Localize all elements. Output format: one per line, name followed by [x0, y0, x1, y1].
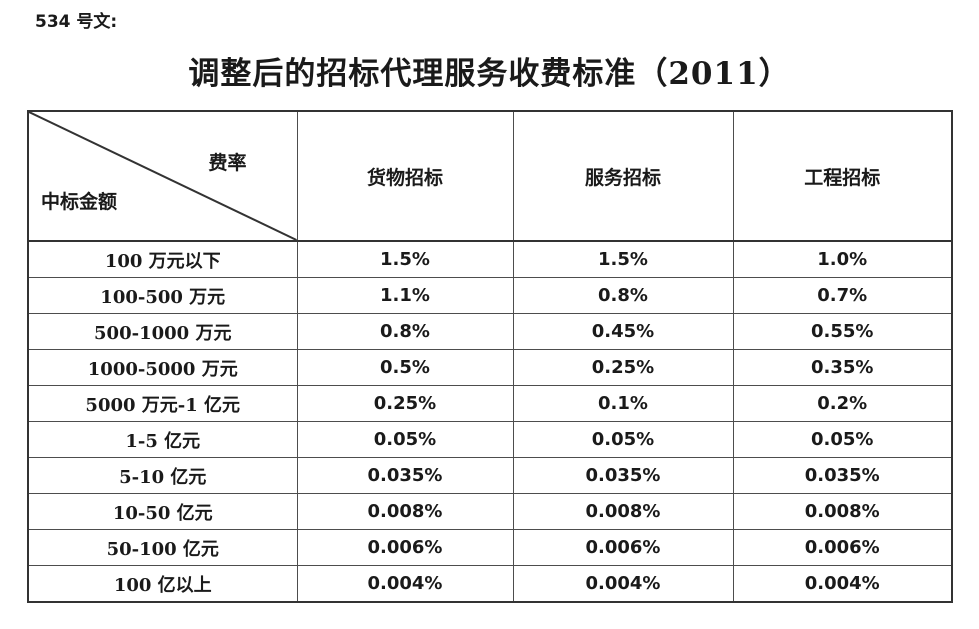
fee-value: 0.006%: [296, 529, 514, 566]
table-row: 1-5 亿元 0.05% 0.05% 0.05%: [27, 421, 953, 458]
row-label: 100 亿以上: [27, 565, 298, 603]
fee-value: 0.8%: [512, 277, 734, 314]
diagonal-divider-line: [29, 112, 297, 240]
fee-rate-table: 费率 中标金额 货物招标 服务招标 工程招标 100 万元以下 1.5% 1.5…: [27, 110, 953, 603]
fee-value: 0.008%: [296, 493, 514, 530]
fee-value: 0.7%: [732, 277, 953, 314]
fee-value: 0.05%: [512, 421, 734, 458]
table-row: 100 万元以下 1.5% 1.5% 1.0%: [27, 240, 953, 278]
row-label: 50-100 亿元: [27, 529, 298, 566]
fee-value: 0.55%: [732, 313, 953, 350]
table-row: 100 亿以上 0.004% 0.004% 0.004%: [27, 565, 953, 603]
fee-value: 0.006%: [732, 529, 953, 566]
fee-value: 0.008%: [512, 493, 734, 530]
fee-value: 1.5%: [296, 240, 514, 278]
fee-value: 0.004%: [732, 565, 953, 603]
fee-value: 0.004%: [296, 565, 514, 603]
fee-value: 0.05%: [732, 421, 953, 458]
fee-value: 0.004%: [512, 565, 734, 603]
row-label: 5000 万元-1 亿元: [27, 385, 298, 422]
row-label: 100-500 万元: [27, 277, 298, 314]
fee-value: 1.5%: [512, 240, 734, 278]
fee-value: 1.1%: [296, 277, 514, 314]
table-row: 5-10 亿元 0.035% 0.035% 0.035%: [27, 457, 953, 494]
row-label: 100 万元以下: [27, 240, 298, 278]
fee-value: 0.05%: [296, 421, 514, 458]
row-label: 5-10 亿元: [27, 457, 298, 494]
corner-header-cell: 费率 中标金额: [27, 110, 298, 242]
table-row: 100-500 万元 1.1% 0.8% 0.7%: [27, 277, 953, 314]
table-row: 5000 万元-1 亿元 0.25% 0.1% 0.2%: [27, 385, 953, 422]
corner-label-amount: 中标金额: [41, 191, 118, 213]
fee-value: 0.008%: [732, 493, 953, 530]
header-row: 费率 中标金额 货物招标 服务招标 工程招标: [27, 110, 953, 242]
fee-value: 0.25%: [296, 385, 514, 422]
fee-value: 0.35%: [732, 349, 953, 386]
column-header-services: 服务招标: [512, 110, 734, 242]
fee-value: 0.035%: [732, 457, 953, 494]
fee-value: 0.8%: [296, 313, 514, 350]
fee-value: 0.006%: [512, 529, 734, 566]
fee-value: 0.035%: [296, 457, 514, 494]
row-label: 10-50 亿元: [27, 493, 298, 530]
fee-value: 0.2%: [732, 385, 953, 422]
fee-value: 0.035%: [512, 457, 734, 494]
fee-value: 0.45%: [512, 313, 734, 350]
row-label: 500-1000 万元: [27, 313, 298, 350]
table-row: 50-100 亿元 0.006% 0.006% 0.006%: [27, 529, 953, 566]
column-header-goods: 货物招标: [296, 110, 514, 242]
table-row: 10-50 亿元 0.008% 0.008% 0.008%: [27, 493, 953, 530]
corner-label-rate: 费率: [208, 152, 247, 174]
row-label: 1-5 亿元: [27, 421, 298, 458]
fee-value: 0.5%: [296, 349, 514, 386]
table-row: 1000-5000 万元 0.5% 0.25% 0.35%: [27, 349, 953, 386]
doc-number-label: 534 号文:: [35, 12, 118, 32]
column-header-engineering: 工程招标: [732, 110, 953, 242]
fee-value: 0.1%: [512, 385, 734, 422]
page-title: 调整后的招标代理服务收费标准（2011）: [188, 56, 791, 92]
row-label: 1000-5000 万元: [27, 349, 298, 386]
fee-value: 0.25%: [512, 349, 734, 386]
fee-value: 1.0%: [732, 240, 953, 278]
table-row: 500-1000 万元 0.8% 0.45% 0.55%: [27, 313, 953, 350]
